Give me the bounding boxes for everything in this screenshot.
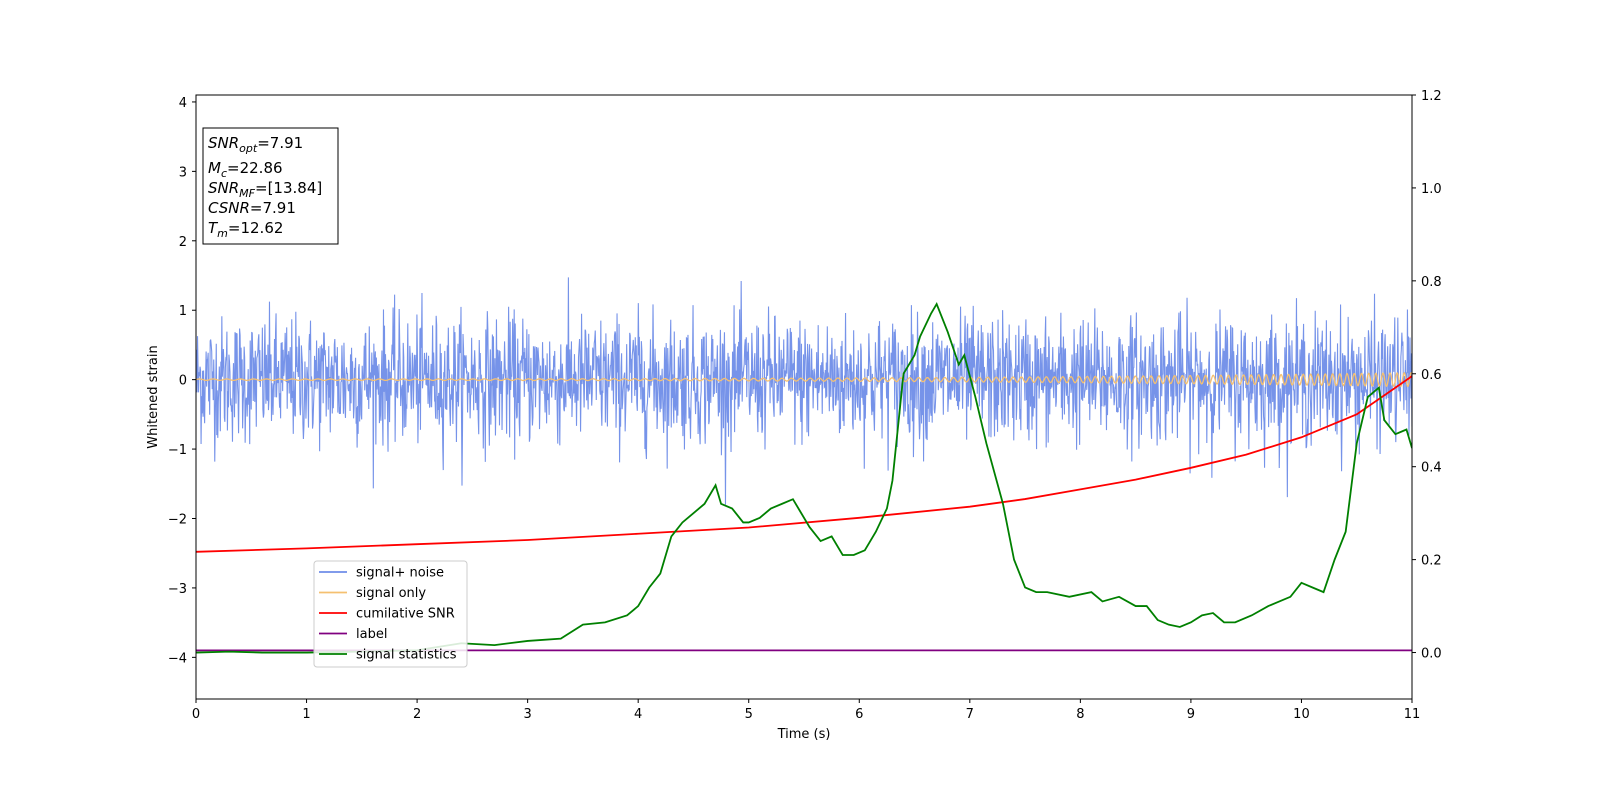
- info-box-line: Tm=12.62: [208, 219, 283, 240]
- info-box-line: CSNR=7.91: [208, 199, 296, 217]
- legend-frame: [313, 560, 468, 668]
- legend-label-cumilative-snr: cumilative SNR: [356, 607, 455, 622]
- y-right-tick-label: 0.2: [1421, 554, 1442, 569]
- info-box-line: SNRMF=[13.84]: [208, 179, 322, 200]
- x-tick-label: 9: [1187, 707, 1195, 722]
- legend: signal+ noise signal only cumilative SNR la…: [313, 560, 468, 668]
- y-left-tick-label: 0: [179, 374, 187, 389]
- x-tick-label: 6: [855, 707, 863, 722]
- y-left-tick-label: 1: [179, 304, 187, 319]
- info-box-frame: [202, 127, 339, 245]
- x-tick-label: 7: [966, 707, 974, 722]
- plot-frame: [195, 94, 1413, 700]
- legend-label-signal-noise: signal+ noise: [356, 566, 444, 581]
- y-left-tick-label: 3: [179, 165, 187, 180]
- x-tick-label: 1: [302, 707, 310, 722]
- x-tick-label: 10: [1293, 707, 1310, 722]
- info-box: SNRopt=7.91 Mc=22.86SNRMF=[13.84]CSNR=7.9…: [202, 127, 339, 245]
- y-left-tick-label: 2: [179, 235, 187, 250]
- y-left-tick-label: −3: [168, 582, 187, 597]
- legend-label-signal-only: signal only: [356, 586, 426, 601]
- legend-label-signal-statistics: signal statistics: [356, 648, 457, 663]
- info-box-line: SNRopt=7.91: [208, 134, 303, 155]
- x-axis: 0 1 2 3 4 5 6 7 8 9 10 11: [192, 699, 1420, 722]
- y-left-tick-label: −2: [168, 512, 187, 527]
- x-tick-label: 2: [413, 707, 421, 722]
- y-right-tick-label: 0.0: [1421, 647, 1442, 662]
- series-line-signal-only: [196, 371, 1412, 388]
- y-axis-label: Whitened strain: [146, 345, 161, 448]
- y-left-axis: −4 −3 −2 −1 0 1 2 3 4: [168, 96, 196, 666]
- y-right-axis: 0.0 0.2 0.4 0.6 0.8 1.0 1.2: [1412, 89, 1442, 662]
- series-line-signal-noise: [196, 277, 1412, 505]
- legend-label-label: label: [356, 627, 387, 642]
- y-right-tick-label: 0.8: [1421, 275, 1442, 290]
- x-tick-label: 8: [1076, 707, 1084, 722]
- x-tick-label: 3: [523, 707, 531, 722]
- series-line-signal-statistics: [196, 302, 1412, 654]
- x-tick-label: 4: [634, 707, 642, 722]
- x-tick-label: 11: [1404, 707, 1421, 722]
- y-left-tick-label: −4: [168, 651, 187, 666]
- x-axis-label: Time (s): [777, 727, 831, 742]
- x-tick-label: 5: [745, 707, 753, 722]
- x-tick-label: 0: [192, 707, 200, 722]
- y-left-tick-label: −1: [168, 443, 187, 458]
- y-right-tick-label: 0.4: [1421, 461, 1442, 476]
- series-line-cumilative-snr: [196, 375, 1412, 553]
- y-right-tick-label: 0.6: [1421, 368, 1442, 383]
- info-box-line: Mc=22.86: [208, 159, 283, 180]
- y-right-tick-label: 1.2: [1421, 89, 1442, 104]
- y-right-tick-label: 1.0: [1421, 182, 1442, 197]
- y-left-tick-label: 4: [179, 96, 187, 111]
